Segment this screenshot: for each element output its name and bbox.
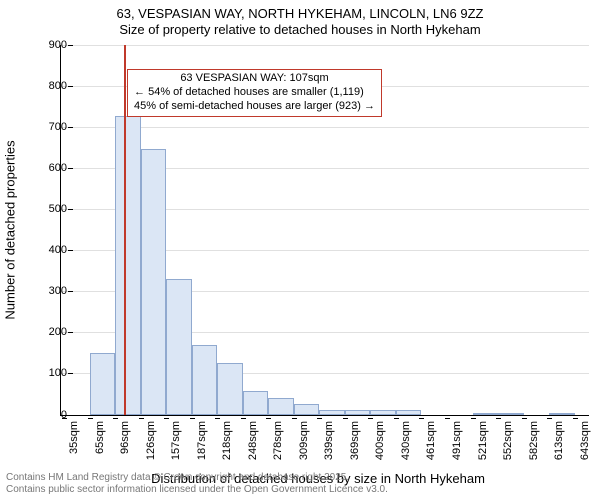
histogram-bar: [473, 413, 499, 415]
x-tick: 430sqm: [400, 421, 412, 481]
page-title-line1: 63, VESPASIAN WAY, NORTH HYKEHAM, LINCOL…: [0, 6, 600, 22]
histogram-bar: [498, 413, 524, 415]
histogram-bar: [90, 353, 116, 415]
annotation-line: ← 54% of detached houses are smaller (1,…: [134, 86, 375, 100]
histogram-bar: [549, 413, 575, 415]
x-tick: 613sqm: [553, 421, 565, 481]
histogram-chart: Number of detached properties 0100200300…: [48, 45, 588, 415]
histogram-bar: [396, 410, 422, 414]
footer-line1: Contains HM Land Registry data © Crown c…: [6, 472, 388, 484]
footer-line2: Contains public sector information licen…: [6, 484, 388, 496]
histogram-bar: [115, 116, 141, 414]
histogram-bar: [319, 410, 345, 414]
x-tick: 552sqm: [502, 421, 514, 481]
annotation-box: 63 VESPASIAN WAY: 107sqm← 54% of detache…: [127, 69, 382, 117]
histogram-bar: [268, 398, 294, 414]
histogram-bar: [345, 410, 371, 414]
histogram-bar: [217, 363, 243, 414]
x-tick: 582sqm: [528, 421, 540, 481]
reference-line: [124, 45, 126, 415]
x-tick: 521sqm: [477, 421, 489, 481]
histogram-bar: [192, 345, 218, 415]
x-tick: 461sqm: [425, 421, 437, 481]
histogram-bar: [243, 391, 269, 415]
histogram-bar: [141, 149, 167, 414]
x-tick: 643sqm: [579, 421, 591, 481]
histogram-bar: [166, 279, 192, 415]
page-title-line2: Size of property relative to detached ho…: [0, 22, 600, 38]
annotation-line: 63 VESPASIAN WAY: 107sqm: [134, 72, 375, 86]
histogram-bar: [294, 404, 320, 414]
x-tick: 491sqm: [451, 421, 463, 481]
annotation-line: 45% of semi-detached houses are larger (…: [134, 100, 375, 114]
footer-attribution: Contains HM Land Registry data © Crown c…: [6, 472, 388, 496]
y-axis-label: Number of detached properties: [3, 140, 18, 319]
histogram-bar: [370, 410, 396, 415]
